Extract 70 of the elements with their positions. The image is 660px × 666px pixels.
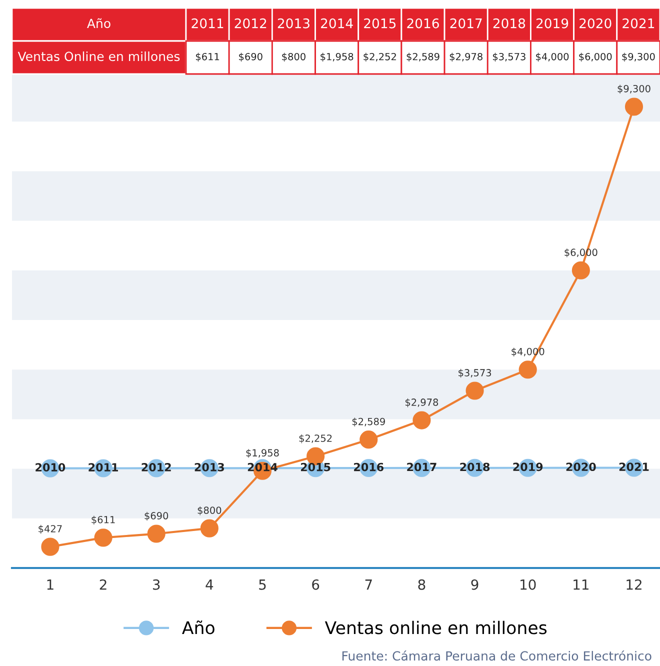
text: $6,000 (579, 52, 612, 62)
text: $800 (282, 52, 306, 62)
point (94, 528, 112, 547)
text: Ventas Online en millones (18, 51, 180, 62)
data-label: 2010 (36, 463, 66, 472)
text: $2,978 (450, 52, 482, 62)
point (147, 524, 166, 543)
x-tick-label: 3 (152, 579, 160, 590)
data-label: $2,252 (299, 434, 332, 444)
text: Año (87, 18, 110, 28)
data-label: 2011 (88, 463, 118, 472)
text: $4,000 (536, 52, 569, 62)
text: 2021 (622, 18, 654, 28)
data-label: $9,300 (618, 84, 650, 94)
point (412, 411, 431, 430)
x-tick-label: 2 (100, 579, 106, 590)
data-label: 2015 (300, 462, 330, 472)
data-label: $427 (38, 524, 62, 534)
point (572, 261, 590, 280)
text: 2018 (493, 18, 526, 28)
text: $9,300 (622, 52, 655, 62)
data-label: 2012 (142, 463, 171, 472)
data-label: 2018 (460, 462, 490, 472)
text: 2012 (234, 18, 266, 28)
x-tick-label: 10 (520, 579, 536, 590)
data-label: $2,589 (352, 418, 385, 426)
data-label: $800 (198, 506, 222, 516)
x-tick-label: 5 (259, 580, 266, 590)
data-label: 2016 (354, 462, 384, 472)
text: 2019 (536, 18, 568, 28)
text: 2015 (364, 18, 396, 28)
text: 2017 (450, 18, 482, 28)
x-tick-label: 6 (312, 579, 320, 590)
legend-label: Ventas online en millones (324, 620, 547, 634)
text: $690 (239, 52, 262, 62)
point (41, 538, 60, 556)
x-tick-label: 8 (418, 579, 426, 590)
data-label: $3,573 (458, 368, 492, 378)
text: $1,958 (320, 52, 354, 62)
x-tick-label: 1 (47, 580, 54, 590)
text: 2016 (407, 18, 439, 28)
text: $611 (196, 52, 220, 62)
text: $2,589 (406, 52, 440, 62)
data-label: $690 (144, 512, 168, 521)
text: 2011 (192, 18, 224, 28)
x-tick-label: 4 (206, 580, 214, 590)
data-label: 2013 (194, 462, 224, 472)
text: 2020 (580, 18, 612, 28)
x-tick-label: 9 (471, 579, 478, 590)
data-label: 2019 (513, 462, 543, 472)
data-label: 2017 (407, 462, 436, 472)
source-note: Fuente: Cámara Peruana de Comercio Electrónico (342, 650, 652, 661)
point (360, 430, 378, 449)
data-label: 2021 (619, 462, 649, 471)
text: $3,573 (492, 52, 526, 62)
text: 2014 (320, 18, 353, 28)
point (200, 519, 218, 538)
x-tick-label: 12 (626, 579, 642, 590)
x-tick-label: 11 (574, 580, 588, 590)
point (518, 360, 537, 379)
data-label: $2,978 (406, 398, 438, 408)
x-tick-label: 7 (365, 580, 372, 590)
point (466, 382, 484, 400)
data-label: 2020 (566, 462, 596, 472)
legend-label: Año (182, 620, 214, 634)
data-label: $611 (92, 516, 115, 525)
text: $2,252 (364, 52, 396, 62)
data-label: $1,958 (246, 448, 279, 458)
text: 2013 (278, 18, 310, 28)
point (624, 98, 644, 116)
